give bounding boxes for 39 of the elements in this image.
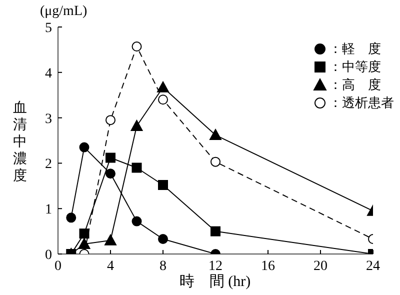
x-tick-label: 16 <box>261 258 275 274</box>
point <box>106 168 116 179</box>
y-tick-label: 1 <box>45 202 52 218</box>
y-tick-label: 4 <box>45 66 52 82</box>
point <box>158 234 168 244</box>
x-tick-label: 12 <box>208 258 222 274</box>
text: (μg/mL) <box>40 4 88 20</box>
point <box>210 156 220 167</box>
x-tick-label: 0 <box>54 258 62 274</box>
x-tick-label: 24 <box>366 258 380 274</box>
point <box>210 226 220 236</box>
y-tick-label: 0 <box>45 248 52 263</box>
point <box>104 234 116 246</box>
legend-label: ：透析患者 <box>329 94 394 112</box>
legend-label: ：高 度 <box>329 76 381 94</box>
x-tick-label: 8 <box>160 258 166 274</box>
x-tick-label: 20 <box>314 258 328 274</box>
y-tick-label: 5 <box>45 20 52 36</box>
x-tick-label: 4 <box>107 258 114 274</box>
point <box>158 94 168 105</box>
point <box>106 115 116 126</box>
x-axis-title: 時 間 (hr) <box>178 272 252 291</box>
y-axis-title: 血清中濃度 <box>12 100 28 185</box>
point <box>210 129 222 140</box>
point <box>132 42 142 52</box>
y-tick-label: 3 <box>45 112 52 127</box>
point <box>106 152 116 163</box>
point <box>78 238 90 250</box>
point <box>79 142 90 152</box>
point <box>79 228 90 239</box>
legend-label: ：軽 度 <box>329 40 381 58</box>
point <box>158 180 168 190</box>
point <box>132 162 142 173</box>
point <box>66 212 76 223</box>
y-tick-label: 2 <box>45 157 52 172</box>
legend-label: ：中等度 <box>329 58 381 76</box>
point <box>130 120 143 131</box>
point <box>157 81 169 92</box>
point <box>132 216 142 226</box>
